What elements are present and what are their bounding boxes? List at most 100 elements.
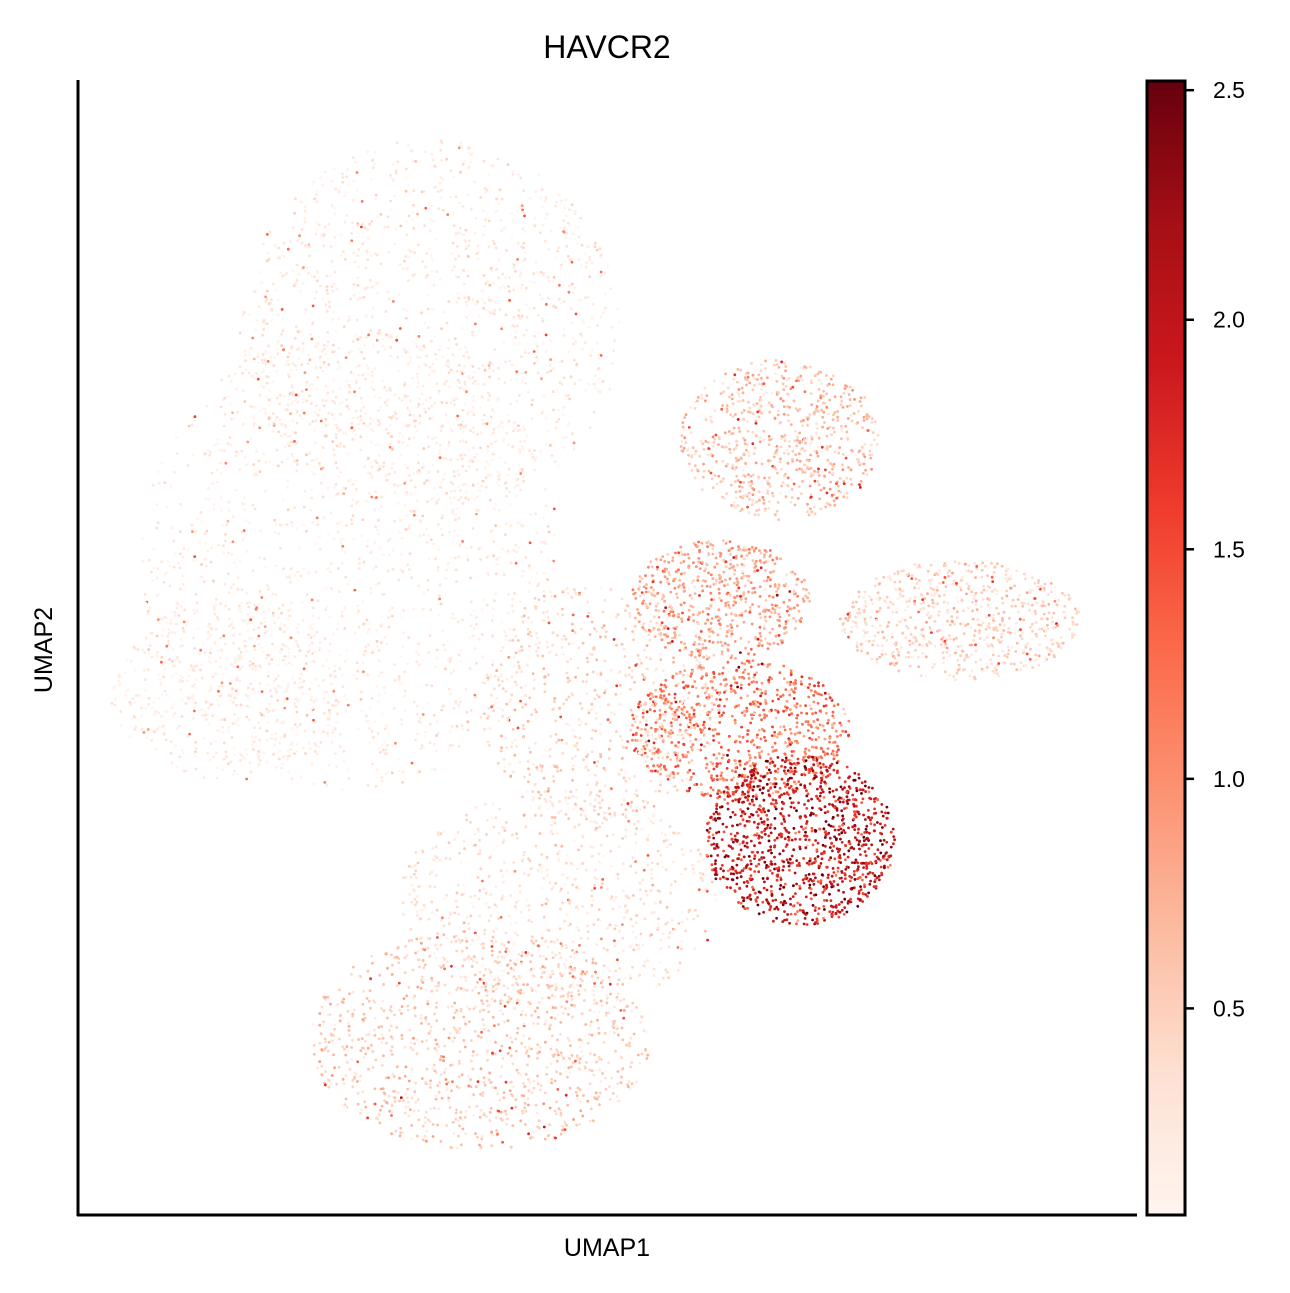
cell-point — [401, 645, 405, 649]
cell-point — [536, 344, 539, 348]
cell-point — [325, 288, 329, 292]
cell-point — [510, 675, 514, 679]
cell-point — [460, 893, 464, 897]
cell-point — [518, 342, 521, 346]
cell-point — [385, 398, 389, 402]
cell-point — [345, 398, 348, 402]
cell-point — [241, 537, 245, 541]
cell-point — [178, 587, 182, 591]
cell-point — [366, 1116, 369, 1120]
cell-point — [491, 1051, 494, 1055]
cell-point — [530, 989, 534, 992]
cell-point — [484, 309, 488, 312]
cell-point — [605, 1001, 609, 1005]
cell-point — [230, 553, 234, 556]
cell-point — [269, 355, 273, 359]
cell-point — [384, 772, 388, 776]
cell-point — [528, 1037, 531, 1041]
cell-point — [124, 694, 128, 697]
cell-point — [368, 741, 372, 744]
cell-point — [442, 208, 445, 212]
cell-point — [415, 375, 419, 379]
cell-point — [401, 441, 405, 444]
cell-point — [319, 366, 323, 369]
cell-point — [369, 461, 373, 465]
cell-point — [219, 496, 223, 500]
cell-point — [493, 440, 497, 444]
cell-point — [420, 744, 424, 748]
cell-point — [546, 276, 550, 279]
cell-point — [410, 1067, 414, 1071]
cell-point — [417, 1118, 421, 1122]
cell-point — [447, 385, 451, 389]
cell-point — [506, 413, 509, 417]
cell-point — [375, 645, 379, 648]
cell-point — [157, 481, 161, 485]
cell-point — [472, 627, 476, 631]
cell-point — [435, 720, 439, 724]
cell-point — [175, 452, 179, 455]
cell-point — [577, 848, 580, 852]
cell-point — [423, 224, 427, 228]
cell-point — [482, 1076, 486, 1080]
cell-point — [376, 1117, 380, 1121]
cell-point — [519, 488, 522, 492]
cell-point — [496, 425, 500, 429]
cell-point — [334, 395, 338, 399]
cell-point — [457, 473, 461, 477]
cell-point — [314, 698, 318, 702]
cell-point — [506, 964, 509, 967]
cell-point — [216, 698, 220, 702]
cell-point — [497, 202, 500, 206]
cell-point — [285, 697, 289, 701]
cell-point — [487, 875, 491, 878]
cell-point — [668, 931, 672, 935]
cell-point — [469, 624, 473, 628]
cell-point — [550, 887, 554, 891]
cell-point — [559, 995, 563, 998]
cell-point — [564, 435, 568, 439]
cell-point — [574, 877, 577, 881]
cell-point — [288, 434, 292, 438]
cell-point — [666, 971, 669, 974]
cell-point — [404, 709, 407, 712]
cell-point — [572, 447, 576, 451]
cell-point — [596, 881, 600, 885]
cell-point — [367, 237, 370, 240]
cell-point — [299, 681, 303, 684]
cell-point — [549, 444, 552, 447]
cell-point — [532, 1022, 535, 1025]
cell-point — [193, 754, 197, 758]
cell-point — [461, 326, 464, 330]
cell-point — [549, 358, 552, 361]
cell-point — [276, 342, 280, 346]
cell-point — [321, 446, 325, 449]
cell-point — [460, 457, 464, 461]
cell-point — [400, 718, 403, 721]
cell-point — [475, 622, 478, 626]
cell-point — [458, 696, 462, 700]
cell-point — [430, 989, 434, 993]
cell-point — [286, 247, 290, 251]
cell-point — [342, 997, 346, 1001]
cell-point — [390, 1114, 393, 1117]
cell-point — [414, 864, 417, 867]
cell-point — [370, 370, 374, 374]
cell-point — [377, 649, 381, 652]
cell-point — [284, 242, 287, 246]
cell-point — [494, 959, 497, 963]
cell-point — [646, 817, 650, 821]
cell-point — [172, 702, 176, 706]
cell-point — [510, 212, 513, 215]
cell-point — [361, 373, 365, 377]
cell-point — [471, 1050, 475, 1053]
cell-point — [634, 860, 637, 863]
cell-point — [627, 896, 631, 900]
cell-point — [413, 1006, 417, 1009]
cell-point — [441, 916, 444, 920]
cell-point — [283, 655, 287, 658]
cell-point — [389, 354, 393, 358]
cell-point — [194, 530, 198, 534]
cell-point — [522, 429, 526, 433]
cell-point — [579, 984, 582, 988]
